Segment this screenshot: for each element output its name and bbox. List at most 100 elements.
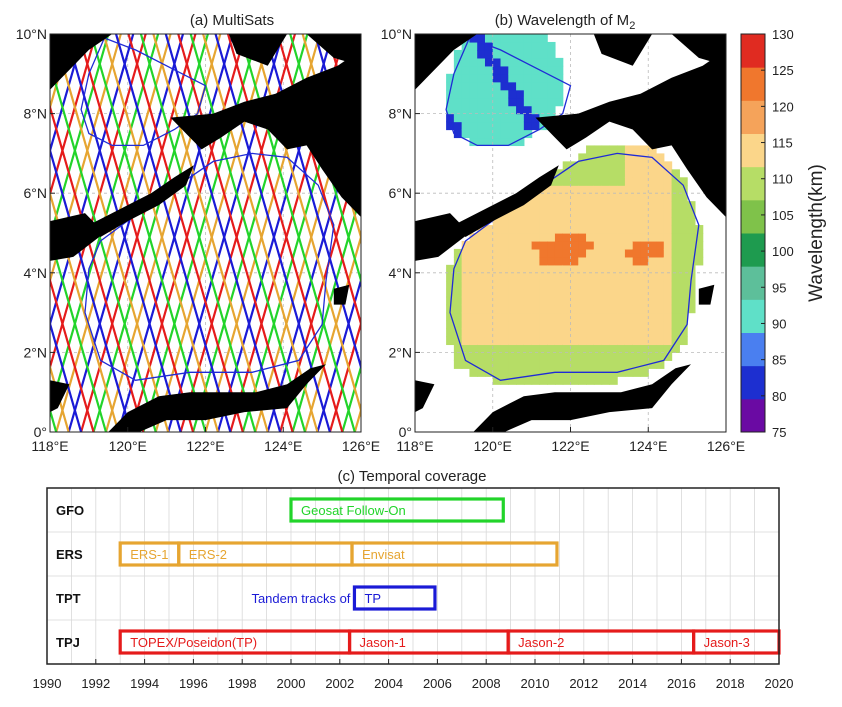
panel-b-heat-cell: [500, 336, 509, 346]
panel-b-heat-cell: [578, 225, 587, 234]
panel-b-heat-cell: [492, 113, 502, 123]
panel-b-heat-cell: [648, 248, 657, 258]
panel-b-heat-cell: [523, 105, 533, 115]
panel-b-heat-cell: [516, 344, 525, 353]
panel-b-heat-cell: [539, 360, 548, 369]
panel-b-heat-cell: [624, 209, 634, 218]
panel-b-heat-cell: [539, 41, 548, 51]
panel-b-heat-cell: [453, 129, 463, 139]
panel-b-heat-cell: [601, 169, 610, 178]
panel-b-heat-cell: [469, 34, 478, 43]
panel-b-heat-cell: [578, 272, 587, 282]
panel-b-heat-cell: [469, 248, 478, 258]
panel-b-heat-cell: [648, 272, 657, 282]
panel-b-heat-cell: [679, 217, 688, 226]
panel-c-title: (c) Temporal coverage: [338, 468, 487, 485]
colorbar: 130 125 120 115 110 105 100 95 90 85 80 75 Waveleng…: [740, 27, 827, 440]
panel-b-heat-cell: [453, 113, 463, 123]
panel-b-heat-cell: [516, 328, 525, 338]
panel-b-heat-cell: [640, 352, 649, 361]
panel-b-heat-cell: [539, 240, 548, 250]
panel-b-heat-cell: [523, 344, 533, 353]
panel-b-heat-cell: [469, 89, 478, 99]
panel-b-heat-cell: [500, 352, 509, 361]
panel-b-heat-cell: [469, 137, 478, 147]
panel-b-heat-cell: [492, 225, 502, 234]
panel-b-heat-cell: [632, 217, 642, 226]
panel-b-heat-cell: [547, 288, 556, 298]
panel-b-heat-cell: [539, 89, 548, 99]
panel-b-heat-cell: [617, 304, 626, 314]
panel-b-heat-cell: [492, 65, 502, 75]
panel-b-heat-cell: [554, 312, 564, 322]
panel-b-heat-cell: [500, 240, 509, 250]
panel-b-heat-cell: [500, 41, 509, 51]
panel-b-heat-cell: [648, 320, 657, 330]
panel-b-heat-cell: [453, 352, 463, 361]
panel-b-heat-cell: [624, 336, 634, 346]
panel-a-track: [50, 233, 108, 432]
panel-b-heat-cell: [593, 193, 603, 202]
panel-b-heat-cell: [477, 256, 486, 266]
panel-b-heat-cell: [508, 81, 517, 91]
panel-b-heat-cell: [578, 336, 587, 346]
panel-b-heat-cell: [516, 89, 525, 99]
panel-b-heat-cell: [523, 264, 533, 274]
panel-b-heat-cell: [671, 256, 680, 266]
panel-c-xtick-label: 2014: [618, 676, 647, 691]
panel-b-heat-cell: [679, 248, 688, 258]
panel-b-heat-cell: [453, 97, 463, 107]
panel-b-heat-cell: [453, 57, 463, 67]
panel-a-land-sulu-arch: [88, 165, 194, 237]
panel-a-track: [202, 34, 319, 432]
panel-b-heat-cell: [484, 34, 494, 43]
panel-b-heat-cell: [523, 320, 533, 330]
panel-b-heat-cell: [570, 336, 579, 346]
panel-b-heat-cell: [446, 272, 455, 282]
panel-b-heat-cell: [547, 240, 556, 250]
colorbar-swatch: [741, 233, 765, 267]
panel-b-heat-cell: [469, 121, 478, 131]
panel-b-heat-cell: [624, 201, 634, 210]
panel-b-heat-cell: [632, 248, 642, 258]
panel-b-heat-cell: [516, 248, 525, 258]
panel-b-heat-cell: [469, 129, 478, 139]
panel-b-heat-cell: [593, 352, 603, 361]
panel-b-heat-cell: [500, 344, 509, 353]
panel-b-heat-cell: [663, 177, 673, 186]
panel-b-heat-cell: [539, 65, 548, 75]
panel-b-heat-cell: [632, 328, 642, 338]
panel-b-heat-cell: [539, 312, 548, 322]
panel-b-heat-cell: [469, 256, 478, 266]
panel-b-heat-cell: [531, 121, 540, 131]
panel-a-track: [50, 34, 85, 155]
panel-b-heat-cell: [453, 336, 463, 346]
panel-b-heat-cell: [624, 360, 634, 369]
panel-b-heat-cell: [609, 280, 618, 290]
panel-b-heat-cell: [586, 304, 595, 314]
panel-b-heat-cell: [617, 328, 626, 338]
panel-b-heat-cell: [477, 336, 486, 346]
panel-b-heat-cell: [492, 376, 502, 385]
panel-b-heat-cell: [469, 272, 478, 282]
panel-b-heat-cell: [508, 49, 517, 59]
panel-b-heat-cell: [687, 248, 696, 258]
panel-b-heat-cell: [554, 304, 564, 314]
panel-b-heat-cell: [663, 336, 673, 346]
panel-b-heat-cell: [601, 336, 610, 346]
panel-b-heat-cell: [586, 336, 595, 346]
panel-b-heat-cell: [663, 296, 673, 306]
panel-b-heat-cell: [586, 312, 595, 322]
panel-b-heat-cell: [562, 225, 572, 234]
panel-b-heat-cell: [484, 320, 494, 330]
panel-b-heat-cell: [570, 256, 579, 266]
panel-b-heat-cell: [531, 264, 540, 274]
panel-b-heat-cell: [461, 81, 471, 91]
panel-c-segment-box: [289, 497, 505, 523]
panel-b-heat-cell: [477, 328, 486, 338]
panel-b-heat-cell: [461, 272, 471, 282]
panel-b-heat-cell: [624, 296, 634, 306]
panel-b-heat-cell: [601, 376, 610, 385]
panel-b-heat-cell: [624, 288, 634, 298]
panel-b-heat-cell: [663, 233, 673, 242]
